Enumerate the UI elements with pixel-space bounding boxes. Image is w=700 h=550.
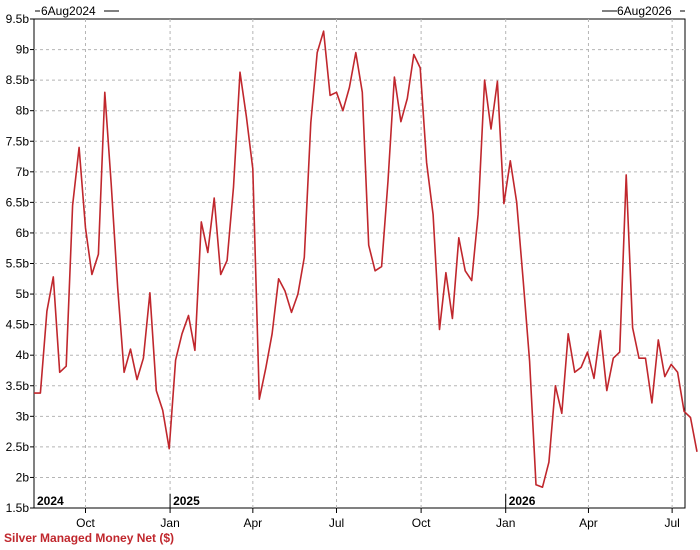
y-tick-label: 3b [16,409,30,423]
y-tick-label: 7.5b [6,134,30,148]
y-tick-label: 6b [16,226,30,240]
year-label: 2024 [37,494,64,508]
range-end-label: 6Aug2026 [617,4,672,18]
y-tick-label: 2.5b [6,440,30,454]
y-tick-label: 9.5b [6,12,30,26]
range-start-label: 6Aug2024 [41,4,96,18]
x-tick-label: Jul [329,516,344,530]
x-axis: Oct Jan Apr Jul Oct Jan Apr Jul [76,508,680,530]
y-tick-label: 4.5b [6,318,30,332]
y-tick-label: 4b [16,348,30,362]
date-range: 6Aug2024 6Aug2026 [35,4,685,18]
x-tick-label: Apr [243,516,262,530]
x-tick-label: Jan [160,516,179,530]
y-tick-label: 3.5b [6,379,30,393]
year-labels: 2024 2025 2026 [37,494,536,508]
y-tick-label: 1.5b [6,501,30,515]
y-tick-label: 8b [16,104,30,118]
year-label: 2025 [173,494,200,508]
y-tick-label: 9b [16,43,30,57]
x-tick-label: Apr [579,516,598,530]
x-tick-label: Oct [412,516,431,530]
y-axis: 9.5b 9b 8.5b 8b 7.5b 7b 6.5b 6b 5.5b 5b 4.5b 4b 3.5b… [6,12,34,515]
y-tick-label: 5b [16,287,30,301]
chart-caption: Silver Managed Money Net ($) [4,531,175,545]
x-tick-label: Oct [76,516,95,530]
series-line [34,30,698,488]
y-tick-label: 6.5b [6,195,30,209]
y-tick-label: 5.5b [6,257,30,271]
year-label: 2026 [509,494,536,508]
y-tick-label: 8.5b [6,73,30,87]
x-tick-label: Jul [664,516,679,530]
y-tick-label: 2b [16,470,30,484]
gridlines [34,19,685,508]
y-tick-label: 7b [16,165,30,179]
x-tick-label: Jan [496,516,515,530]
